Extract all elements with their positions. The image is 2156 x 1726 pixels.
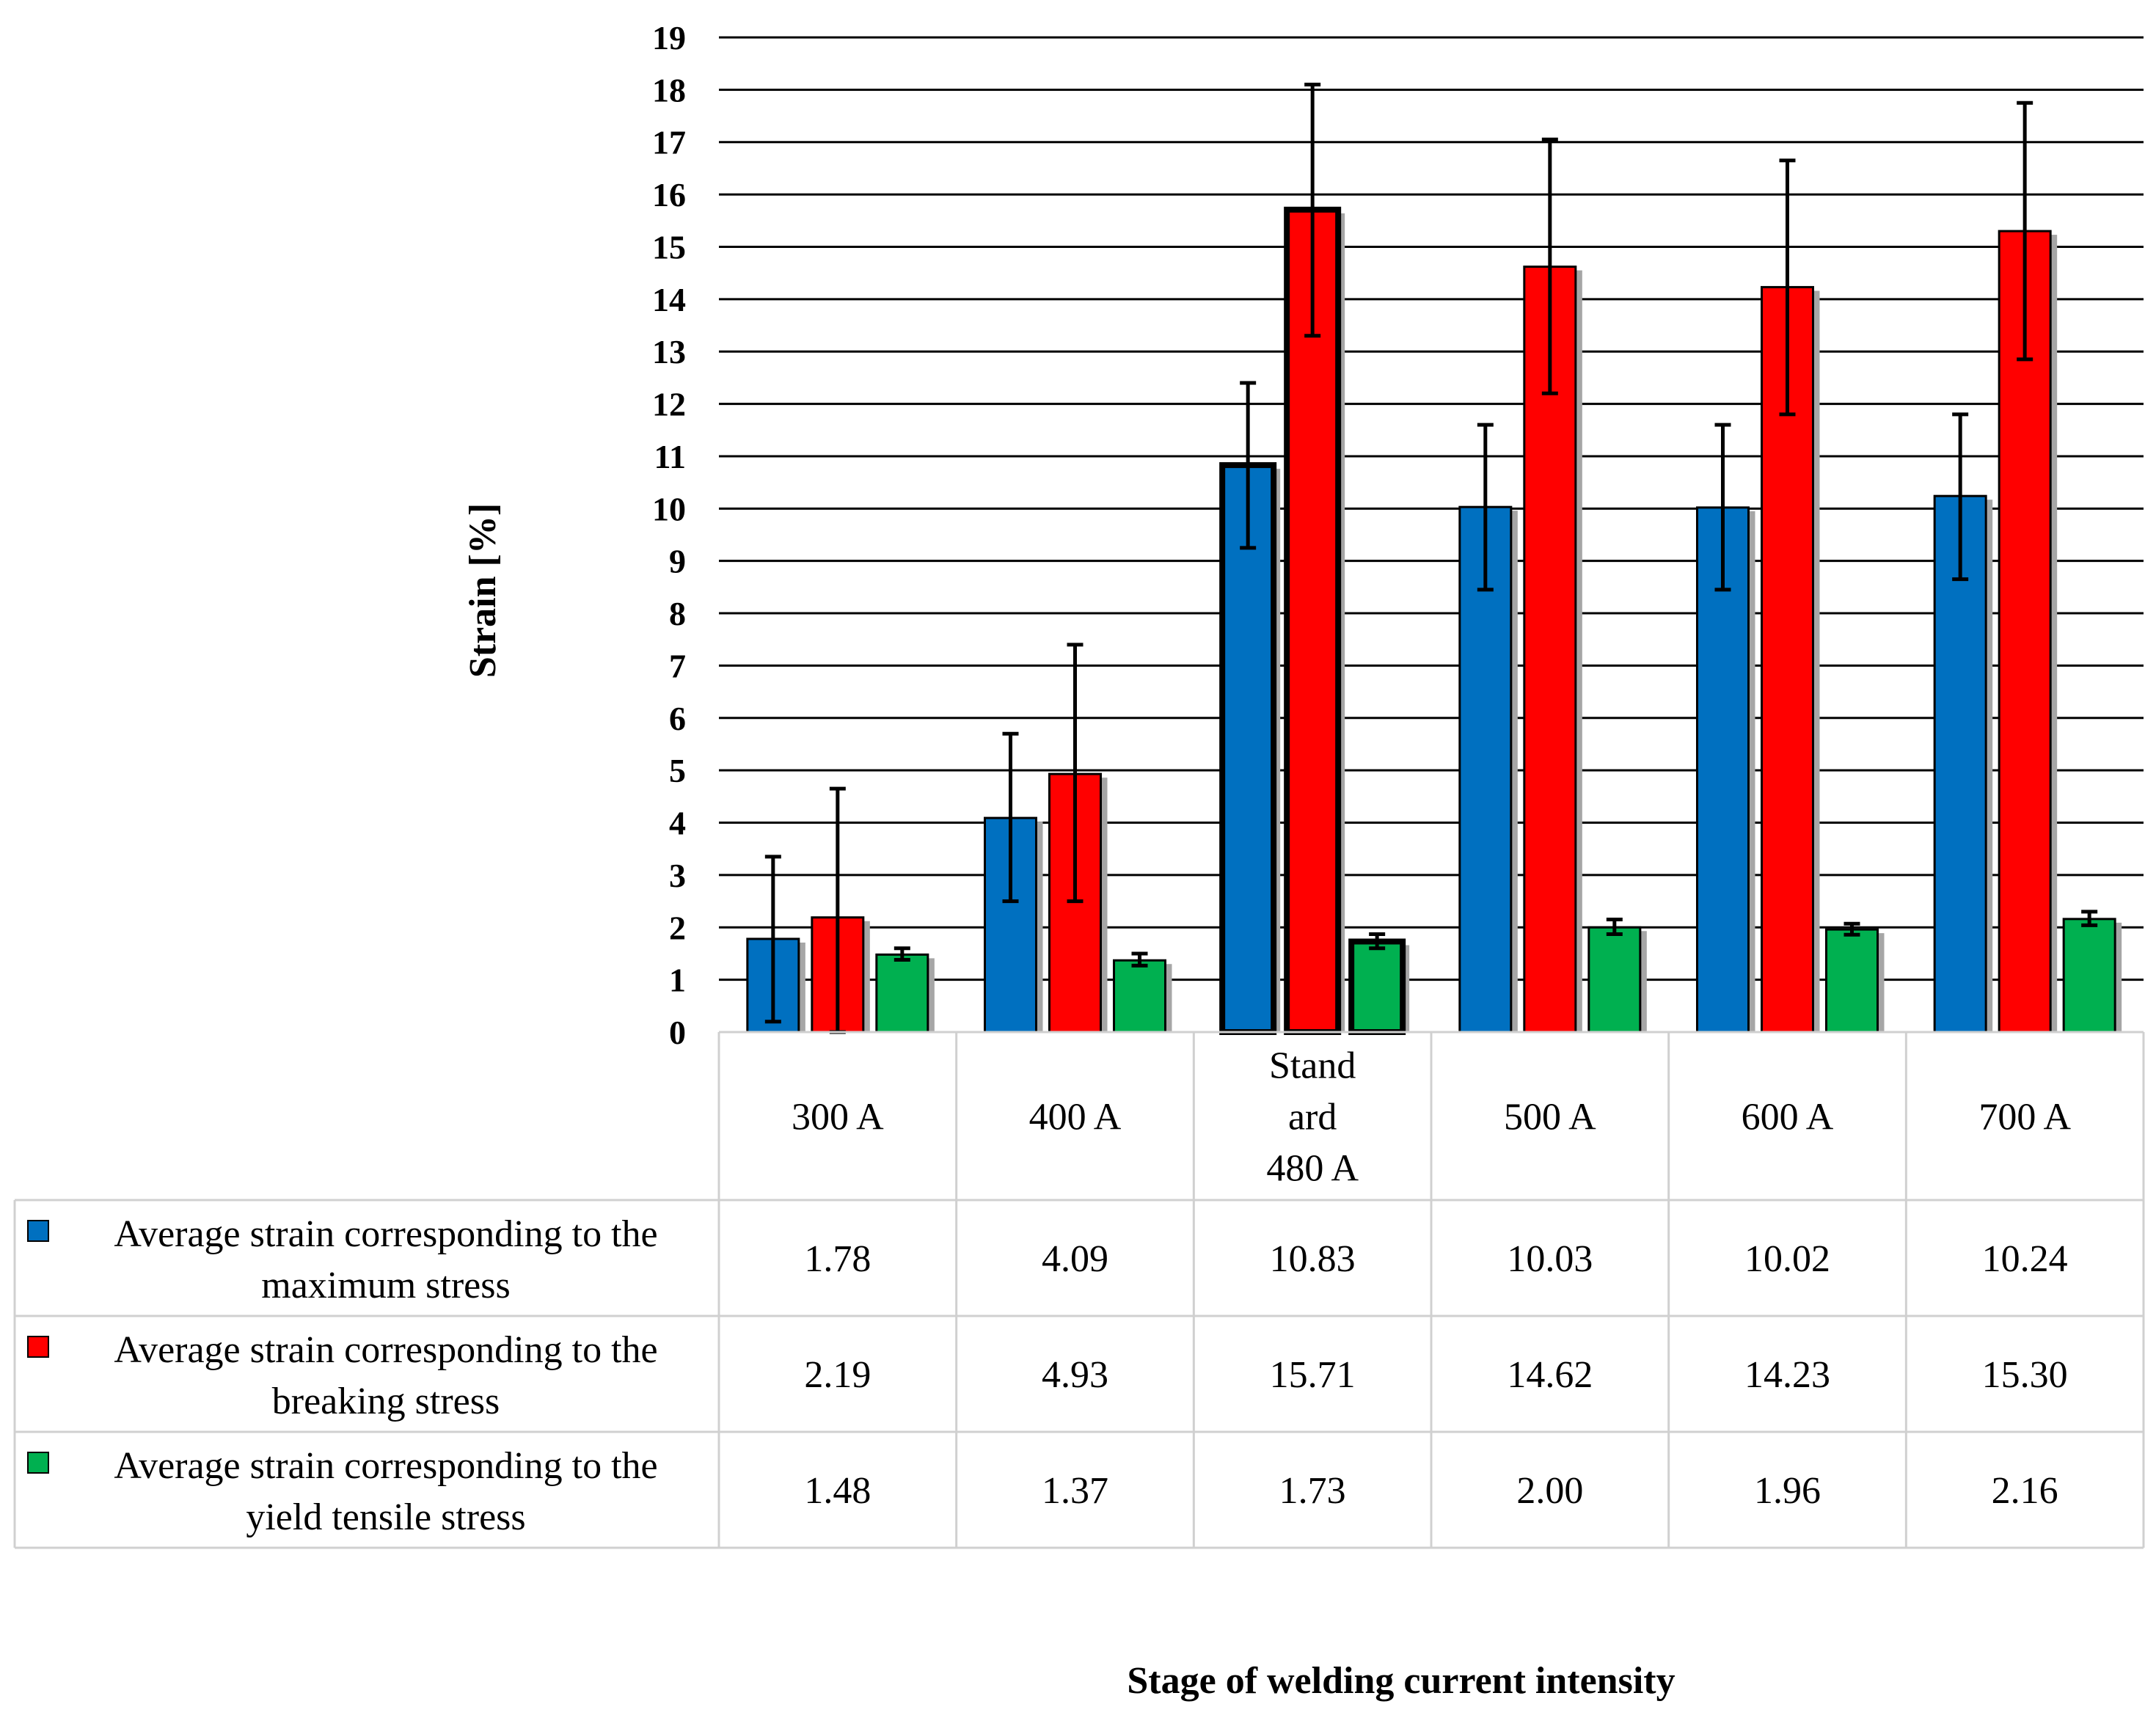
table-value: 2.16	[1992, 1470, 2058, 1512]
table-value: 4.09	[1042, 1238, 1108, 1280]
table-value: 14.62	[1507, 1354, 1593, 1396]
category-label-line: 700 A	[1978, 1097, 2071, 1138]
y-tick-label: 12	[652, 386, 686, 423]
bar	[1825, 928, 1879, 1034]
y-tick-label: 4	[669, 805, 686, 842]
table-value: 14.23	[1744, 1354, 1830, 1396]
bar	[1587, 926, 1642, 1034]
y-axis-label: Strain [%]	[462, 503, 504, 678]
table-value: 10.24	[1982, 1238, 2068, 1280]
category-label: 400 A	[1029, 1097, 1122, 1138]
table-value: 1.37	[1042, 1470, 1108, 1512]
error-bars	[764, 82, 2098, 1034]
table-value: 10.02	[1744, 1238, 1830, 1280]
bar	[1458, 505, 1513, 1034]
bar	[1933, 494, 1987, 1034]
legend-label-line: Average strain corresponding to the	[114, 1329, 657, 1371]
legend-label: Average strain corresponding to the break…	[114, 1329, 657, 1422]
table-value: 2.00	[1516, 1470, 1583, 1512]
y-tick-label: 18	[652, 71, 686, 109]
category-label-line: 300 A	[792, 1097, 884, 1138]
y-tick-label: 5	[669, 752, 686, 789]
legend-swatch	[27, 1336, 49, 1358]
y-tick-label: 2	[669, 909, 686, 946]
legend-label-line: yield tensile stress	[246, 1496, 525, 1538]
y-tick-label: 14	[652, 281, 686, 318]
table-value: 15.30	[1982, 1354, 2068, 1396]
y-tick-label: 0	[669, 1014, 686, 1051]
bars	[746, 206, 2116, 1035]
y-tick-label: 11	[654, 438, 686, 475]
category-label-line: 400 A	[1029, 1097, 1122, 1138]
table-value: 2.19	[804, 1354, 871, 1396]
category-label-line: 480 A	[1266, 1148, 1359, 1190]
legend-label-line: maximum stress	[261, 1265, 510, 1306]
gridlines	[719, 36, 2144, 1034]
bar	[1998, 230, 2052, 1034]
bar	[1219, 462, 1277, 1035]
bar	[1348, 938, 1406, 1035]
table-value: 10.83	[1270, 1238, 1356, 1280]
y-tick-label: 1	[669, 962, 686, 999]
data-table: 300 A 400 A Stand ard 480 A 500 A 600 A 700 A Av…	[13, 1031, 2145, 1549]
legend-swatch	[27, 1452, 49, 1474]
bar	[1113, 959, 1166, 1034]
category-label-line: 600 A	[1742, 1097, 1834, 1138]
y-tick-label: 7	[669, 647, 686, 684]
legend-label-line: Average strain corresponding to the	[114, 1445, 657, 1487]
legend-label-line: Average strain corresponding to the	[114, 1213, 657, 1255]
category-label-line: Stand	[1269, 1045, 1356, 1087]
legend-label: Average strain corresponding to the maxim…	[114, 1213, 657, 1306]
bar	[2062, 918, 2116, 1034]
table-value: 1.96	[1754, 1470, 1821, 1512]
table-value: 1.78	[804, 1238, 871, 1280]
y-tick-label: 8	[669, 595, 686, 632]
bar	[875, 953, 929, 1034]
category-label: Stand ard 480 A	[1266, 1045, 1359, 1190]
table-value: 10.03	[1507, 1238, 1593, 1280]
category-label-line: ard	[1288, 1097, 1337, 1138]
table-value: 4.93	[1042, 1354, 1108, 1396]
category-label: 600 A	[1742, 1097, 1834, 1138]
y-tick-label: 6	[669, 700, 686, 737]
y-tick-label: 19	[652, 19, 686, 56]
table-value: 1.48	[804, 1470, 871, 1512]
y-tick-label: 13	[652, 333, 686, 370]
y-tick-label: 3	[669, 857, 686, 894]
category-label: 300 A	[792, 1097, 884, 1138]
legend-label-line: breaking stress	[272, 1381, 500, 1422]
legend-label: Average strain corresponding to the yield…	[114, 1445, 657, 1538]
legend-swatch	[27, 1220, 49, 1242]
category-label-line: 500 A	[1504, 1097, 1596, 1138]
y-tick-label: 10	[652, 490, 686, 527]
y-tick-label: 15	[652, 228, 686, 266]
category-label: 700 A	[1978, 1097, 2071, 1138]
y-tick-label: 9	[669, 543, 686, 580]
y-tick-label: 16	[652, 176, 686, 213]
x-axis-label: Stage of welding current intensity	[1127, 1660, 1675, 1702]
y-tick-label: 17	[652, 124, 686, 161]
category-label: 500 A	[1504, 1097, 1596, 1138]
bar-shadows	[753, 213, 2122, 1032]
table-value: 1.73	[1279, 1470, 1346, 1512]
table-value: 15.71	[1270, 1354, 1356, 1396]
